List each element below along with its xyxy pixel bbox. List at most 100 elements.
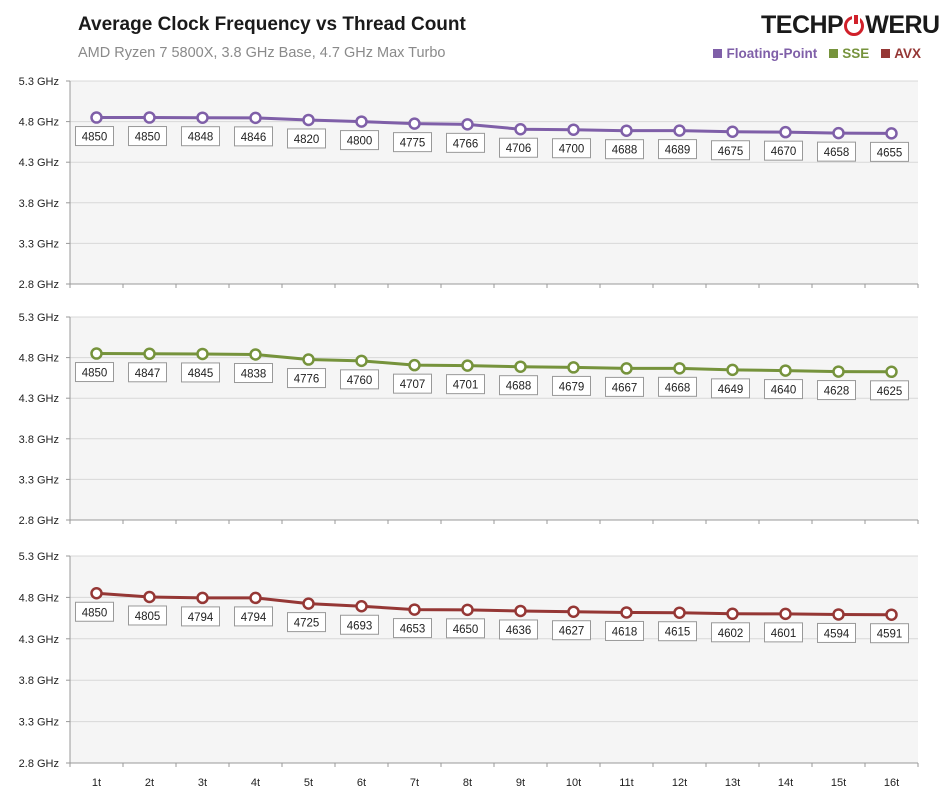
data-point bbox=[779, 607, 792, 621]
data-label-box bbox=[817, 141, 856, 162]
data-label: 4850 bbox=[135, 132, 161, 144]
data-label-box bbox=[287, 612, 326, 633]
data-label: 4591 bbox=[877, 629, 903, 641]
data-label: 4693 bbox=[347, 620, 373, 632]
y-tick-label: 3.3 GHz bbox=[19, 474, 59, 486]
x-tick-label: 1t bbox=[92, 777, 101, 789]
data-label: 4700 bbox=[559, 144, 585, 156]
data-label: 4658 bbox=[824, 147, 850, 159]
data-label: 4602 bbox=[718, 628, 744, 640]
data-label: 4618 bbox=[612, 626, 638, 638]
x-tick-label: 8t bbox=[463, 777, 472, 789]
data-label-box bbox=[75, 126, 114, 147]
x-tick-label: 4t bbox=[251, 777, 260, 789]
data-label: 4688 bbox=[506, 381, 532, 393]
data-point bbox=[302, 597, 315, 610]
data-point bbox=[461, 359, 474, 372]
data-point bbox=[779, 364, 792, 377]
x-tick-label: 15t bbox=[831, 777, 846, 789]
data-point bbox=[355, 354, 368, 368]
data-point bbox=[196, 591, 209, 605]
data-label: 4847 bbox=[135, 368, 161, 380]
x-tick-label: 14t bbox=[778, 777, 793, 789]
data-label-box bbox=[234, 363, 273, 384]
data-point bbox=[90, 587, 103, 600]
data-label-box bbox=[711, 378, 750, 399]
data-point bbox=[143, 111, 156, 124]
data-label: 4640 bbox=[771, 385, 797, 397]
data-point bbox=[90, 347, 103, 360]
data-point bbox=[249, 348, 262, 361]
data-label-box bbox=[128, 362, 167, 383]
data-label-box bbox=[870, 141, 909, 162]
data-label-box bbox=[234, 126, 273, 147]
data-label-box bbox=[605, 139, 644, 160]
data-label-box bbox=[658, 376, 697, 397]
panel-floating-point: 5.3 GHz 4.8 GHz 4.3 GHz 3.8 GHz 3.3 GHz 2.8 G… bbox=[19, 76, 919, 291]
data-label-box bbox=[658, 139, 697, 160]
data-label-box bbox=[393, 132, 432, 153]
data-label: 4706 bbox=[506, 143, 532, 155]
data-label-box bbox=[446, 374, 485, 395]
data-label: 4848 bbox=[188, 132, 214, 144]
legend-swatch-floating-point bbox=[713, 49, 723, 58]
x-tick-label: 11t bbox=[619, 777, 633, 789]
data-label: 4775 bbox=[400, 138, 426, 150]
data-label: 4850 bbox=[82, 607, 108, 619]
data-label-box bbox=[340, 130, 379, 151]
data-label-box bbox=[446, 132, 485, 153]
data-label-box bbox=[446, 618, 485, 639]
data-label-box bbox=[764, 140, 803, 161]
x-tick-label: 7t bbox=[410, 777, 419, 789]
data-point bbox=[567, 123, 580, 136]
data-label-box bbox=[393, 373, 432, 394]
data-label: 4760 bbox=[347, 375, 373, 387]
data-label: 4625 bbox=[877, 386, 903, 398]
data-label: 4689 bbox=[665, 145, 691, 157]
y-tick-label: 4.8 GHz bbox=[19, 117, 59, 129]
data-point bbox=[143, 347, 156, 361]
panel-sse: 5.3 GHz 4.8 GHz 4.3 GHz 3.8 GHz 3.3 GHz 2.8 G… bbox=[19, 312, 919, 527]
series-line-sse bbox=[96, 352, 892, 374]
data-label-box bbox=[552, 620, 591, 641]
data-label: 4688 bbox=[612, 145, 638, 157]
y-tick-label: 3.8 GHz bbox=[19, 675, 59, 687]
data-point bbox=[885, 608, 898, 621]
data-point bbox=[673, 124, 686, 137]
power-icon bbox=[844, 12, 865, 36]
data-label: 4667 bbox=[612, 382, 638, 394]
data-label-box bbox=[552, 138, 591, 159]
chart-subtitle: AMD Ryzen 7 5800X, 3.8 GHz Base, 4.7 GHz… bbox=[78, 45, 446, 61]
legend-item-floating-point: Floating-Point bbox=[713, 46, 817, 61]
data-label: 4675 bbox=[718, 146, 744, 158]
y-tick-label: 4.8 GHz bbox=[19, 592, 59, 604]
plot-background bbox=[70, 317, 918, 520]
data-point bbox=[673, 362, 686, 375]
x-tick-label: 16t bbox=[884, 777, 899, 789]
data-label-box bbox=[764, 379, 803, 400]
data-point bbox=[90, 111, 103, 124]
data-point bbox=[249, 111, 262, 125]
data-label: 4766 bbox=[453, 138, 479, 150]
data-label-box bbox=[75, 362, 114, 383]
x-tick-label: 5t bbox=[304, 777, 313, 789]
y-tick-label: 4.8 GHz bbox=[19, 353, 59, 365]
x-tick-label: 13t bbox=[725, 777, 740, 789]
data-point bbox=[143, 590, 156, 604]
data-point bbox=[779, 125, 792, 139]
data-label: 4850 bbox=[82, 368, 108, 380]
data-point bbox=[196, 347, 209, 361]
y-tick-label: 3.8 GHz bbox=[19, 434, 59, 446]
data-label-box bbox=[499, 619, 538, 640]
data-label: 4636 bbox=[506, 625, 532, 637]
data-point bbox=[514, 122, 527, 136]
data-point bbox=[514, 360, 527, 373]
y-tick-label: 4.3 GHz bbox=[19, 634, 59, 646]
techpowerup-logo: TECHP WERUP bbox=[761, 11, 939, 40]
data-point bbox=[673, 606, 686, 619]
data-label-box bbox=[287, 368, 326, 389]
y-tick-label: 2.8 GHz bbox=[19, 515, 59, 527]
y-tick-label: 5.3 GHz bbox=[19, 312, 59, 324]
data-label-box bbox=[181, 362, 220, 383]
data-point bbox=[726, 607, 739, 621]
